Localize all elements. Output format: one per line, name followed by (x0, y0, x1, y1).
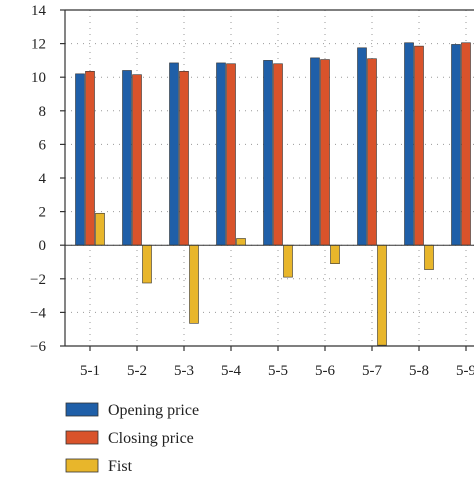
axes: −6 −4 −2 0 2 4 6 8 10 12 14 5-1 5-2 5-3 5-4 5-5 5-6 5-7 5-… (30, 3, 474, 379)
bar-closing-price-5-6 (320, 59, 330, 246)
x-tick-label-5-3: 5-3 (174, 363, 194, 379)
bar-opening-price-5-9 (451, 44, 461, 246)
bar-fist-5-8 (424, 244, 434, 270)
bar-opening-price-5-4 (216, 62, 226, 246)
bar-fist-5-6 (330, 244, 340, 264)
bar-closing-price-5-1 (85, 71, 95, 246)
bar-closing-price-5-9 (461, 42, 471, 246)
bar-fist-5-1 (95, 212, 105, 246)
bar-opening-price-5-7 (357, 47, 367, 246)
bar-opening-price-5-8 (404, 42, 414, 246)
x-tick-label-5-1: 5-1 (80, 363, 100, 379)
bar-fist-5-7 (377, 244, 387, 346)
x-tick-label-5-5: 5-5 (268, 363, 288, 379)
y-tick-label: 6 (39, 137, 47, 153)
bar-closing-price-5-4 (226, 63, 236, 246)
bar-closing-price-5-3 (179, 71, 189, 246)
bar-opening-price-5-3 (169, 62, 179, 246)
y-tick-label: −2 (30, 272, 46, 288)
y-tick-label: 2 (39, 205, 47, 221)
legend-label-opening-price: Opening price (108, 402, 199, 419)
y-tick-label: −6 (30, 339, 46, 355)
x-tick-label-5-9: 5-9 (456, 363, 474, 379)
bar-fist-5-5 (283, 244, 293, 278)
bar-opening-price-5-5 (263, 60, 273, 246)
bar-closing-price-5-5 (273, 63, 283, 246)
x-tick-label-5-6: 5-6 (315, 363, 335, 379)
bar-opening-price-5-2 (122, 70, 132, 246)
legend-swatch-closing-price (65, 430, 99, 445)
bar-fist-5-2 (142, 244, 152, 284)
legend-swatch-opening-price (65, 402, 99, 417)
legend-label-closing-price: Closing price (108, 430, 194, 447)
bar-opening-price-5-6 (310, 57, 320, 246)
y-tick-label: 4 (39, 171, 47, 187)
y-tick-label: 12 (31, 37, 46, 53)
x-tick-label-5-4: 5-4 (221, 363, 241, 379)
y-tick-label: 0 (39, 238, 47, 254)
y-tick-label: 14 (31, 3, 47, 19)
y-tick-label: 10 (31, 70, 46, 86)
x-tick-label-5-2: 5-2 (127, 363, 147, 379)
bars (75, 42, 471, 346)
bar-fist-5-4 (236, 238, 246, 246)
legend-swatch-fist (65, 458, 99, 473)
bar-closing-price-5-7 (367, 58, 377, 246)
x-tick-label-5-8: 5-8 (409, 363, 429, 379)
bar-opening-price-5-1 (75, 73, 85, 246)
bar-fist-5-3 (189, 244, 199, 324)
y-tick-label: 8 (39, 104, 47, 120)
bar-closing-price-5-2 (132, 74, 142, 246)
legend: Opening price Closing price Fist (65, 402, 199, 475)
bar-closing-price-5-8 (414, 45, 424, 246)
legend-label-fist: Fist (108, 458, 133, 474)
x-tick-label-5-7: 5-7 (362, 363, 382, 379)
y-tick-label: −4 (30, 305, 46, 321)
